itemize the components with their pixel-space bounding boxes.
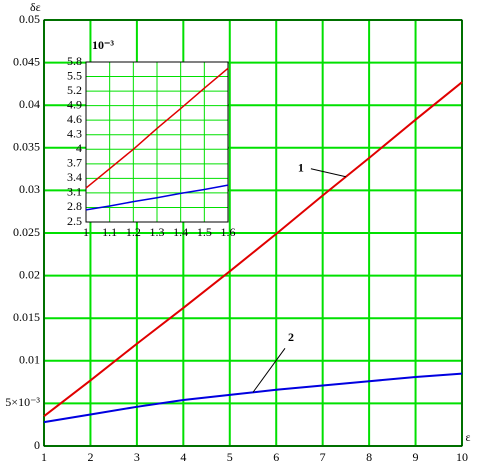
y-tick-label: 4.6: [67, 112, 82, 126]
y-tick-label: 2.5: [67, 214, 82, 228]
x-tick-label: 1.6: [221, 225, 236, 239]
x-tick-label: 7: [320, 450, 326, 464]
y-tick-label: 2.8: [67, 199, 82, 213]
leader-line: [252, 348, 286, 393]
y-tick-label: 5.8: [67, 54, 82, 68]
y-tick-label: 0: [34, 438, 40, 452]
x-tick-label: 1.4: [173, 225, 188, 239]
y-axis-label: δε: [30, 0, 41, 14]
y-axis-label: 10⁻³: [92, 38, 114, 52]
y-tick-label: 4.9: [67, 97, 82, 111]
x-axis-label: ε: [465, 430, 470, 444]
y-tick-label: 5.2: [67, 83, 82, 97]
x-tick-label: 1: [83, 225, 89, 239]
x-tick-label: 8: [366, 450, 372, 464]
x-tick-label: 2: [87, 450, 93, 464]
curve-label: 1: [298, 161, 304, 175]
y-tick-label: 5×10⁻³: [5, 395, 40, 409]
curve-label: 2: [288, 330, 294, 344]
x-tick-label: 1.2: [126, 225, 141, 239]
x-tick-label: 9: [413, 450, 419, 464]
x-tick-label: 5: [227, 450, 233, 464]
y-tick-label: 4: [76, 141, 82, 155]
y-tick-label: 3.1: [67, 185, 82, 199]
x-tick-label: 1.3: [150, 225, 165, 239]
x-tick-label: 1.1: [102, 225, 117, 239]
y-tick-label: 0.01: [19, 353, 40, 367]
y-tick-label: 0.05: [19, 12, 40, 26]
plot-frame: [43, 19, 463, 447]
y-tick-label: 0.04: [19, 97, 40, 111]
x-tick-label: 1.5: [197, 225, 212, 239]
series-line: [85, 67, 229, 189]
x-tick-label: 1: [41, 450, 47, 464]
x-tick-label: 6: [273, 450, 279, 464]
x-tick-label: 3: [134, 450, 140, 464]
y-tick-label: 5.5: [67, 68, 82, 82]
leader-line: [310, 168, 347, 178]
series-line: [85, 184, 229, 211]
y-tick-label: 3.4: [67, 170, 82, 184]
plot-frame: [85, 61, 229, 223]
y-tick-label: 0.045: [13, 54, 40, 68]
y-tick-label: 0.02: [19, 267, 40, 281]
y-tick-label: 0.025: [13, 225, 40, 239]
x-tick-label: 4: [180, 450, 186, 464]
y-tick-label: 0.03: [19, 182, 40, 196]
y-tick-label: 4.3: [67, 126, 82, 140]
y-tick-label: 0.035: [13, 140, 40, 154]
series-line: [43, 81, 463, 417]
y-tick-label: 0.015: [13, 310, 40, 324]
y-tick-label: 3.7: [67, 156, 82, 170]
x-tick-label: 10: [456, 450, 468, 464]
